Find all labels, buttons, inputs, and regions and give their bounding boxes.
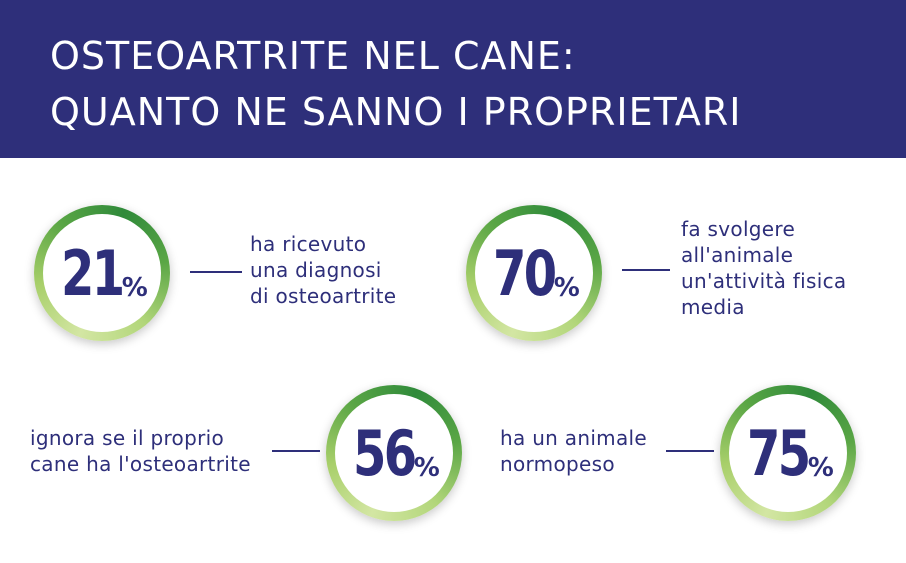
stat-circle-75: 75 % [720,385,856,521]
connector-line [272,450,320,452]
stat-unit: % [413,453,440,483]
stat-description-70: fa svolgere all'animale un'attività fisi… [681,217,847,319]
stat-value: 75 [747,416,811,490]
stat-value: 70 [493,236,557,310]
stat-circle-70: 70 % [466,205,602,341]
stat-value: 56 [353,416,417,490]
header-banner: OSTEOARTRITE NEL CANE: QUANTO NE SANNO I… [0,0,906,158]
title-line-1: OSTEOARTRITE NEL CANE: [50,34,576,78]
stat-unit: % [807,453,834,483]
stat-unit: % [553,273,580,303]
stat-description-56: ignora se il proprio cane ha l'osteoartr… [30,426,251,476]
stat-circle-56: 56 % [326,385,462,521]
stat-circle-21: 21 % [34,205,170,341]
stat-value: 21 [61,236,125,310]
connector-line [622,269,670,271]
stat-unit: % [121,273,148,303]
title-line-2: QUANTO NE SANNO I PROPRIETARI [50,90,742,134]
connector-line [666,450,714,452]
stat-description-21: ha ricevuto una diagnosi di osteoartrite [250,232,397,308]
stat-description-75: ha un animale normopeso [500,426,647,476]
connector-line [190,271,242,273]
